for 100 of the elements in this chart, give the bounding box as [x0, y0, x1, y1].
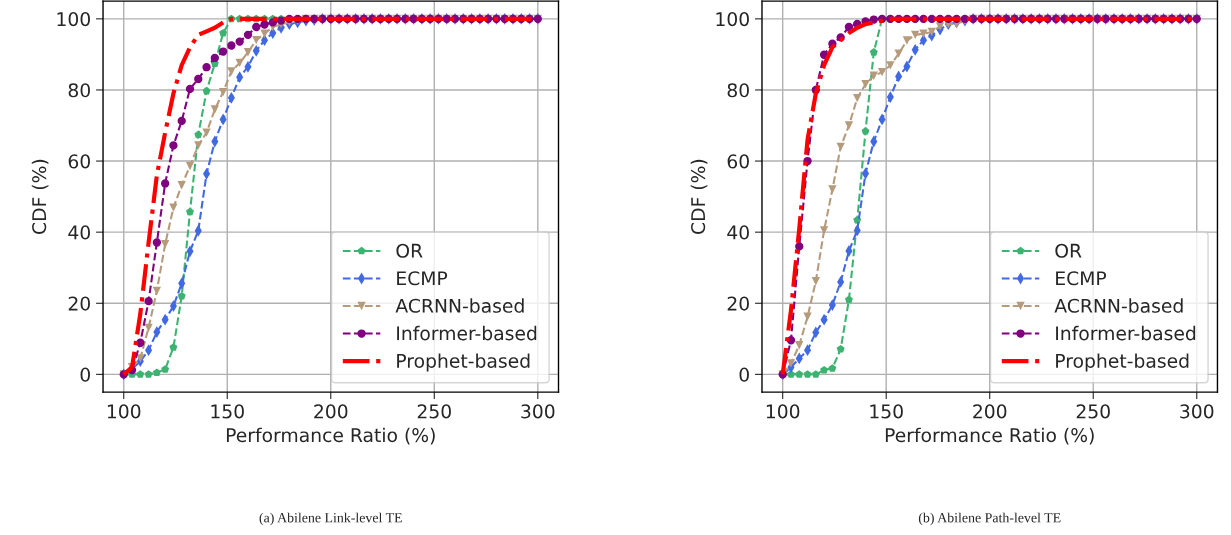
point — [210, 105, 219, 114]
point — [828, 185, 837, 194]
point — [210, 53, 219, 63]
point — [218, 87, 228, 97]
point — [144, 296, 153, 306]
x-tick-label: 200 — [314, 404, 348, 419]
point — [820, 365, 829, 374]
point — [853, 93, 862, 103]
point — [136, 370, 145, 378]
legend-label: ECMP — [397, 271, 448, 286]
x-tick-label: 150 — [870, 404, 903, 419]
point — [194, 141, 203, 150]
point — [911, 30, 920, 40]
point — [252, 36, 261, 45]
point — [894, 49, 903, 58]
point — [185, 161, 195, 171]
point — [202, 86, 211, 95]
point — [136, 354, 145, 363]
y-tick-label: 0 — [739, 367, 749, 382]
point — [152, 286, 162, 295]
point — [260, 29, 269, 38]
x-tick-label: 100 — [107, 404, 141, 419]
x-tick-label: 100 — [766, 404, 800, 419]
point — [795, 370, 804, 378]
point — [836, 142, 845, 151]
point — [811, 277, 820, 286]
point — [243, 30, 253, 40]
y-tick-label: 60 — [727, 154, 749, 169]
legend-label: ECMP — [1056, 271, 1107, 286]
legend-label: OR — [396, 243, 423, 258]
point — [161, 365, 170, 373]
point — [869, 48, 878, 56]
point — [795, 341, 804, 350]
point — [828, 364, 837, 372]
point — [819, 226, 829, 235]
point — [877, 68, 887, 77]
x-axis-title: Performance Ratio (%) — [885, 427, 1094, 445]
point — [177, 181, 186, 190]
y-tick-label: 80 — [727, 83, 749, 98]
point — [861, 127, 870, 135]
y-tick-label: 100 — [57, 12, 90, 27]
point — [169, 203, 178, 212]
point — [243, 48, 253, 57]
point — [194, 130, 203, 139]
x-tick-label: 250 — [417, 404, 451, 419]
x-tick-label: 300 — [521, 404, 555, 419]
point — [152, 368, 161, 376]
point — [227, 67, 236, 76]
legend-label: ACRNN-based — [1054, 298, 1183, 313]
point — [202, 63, 211, 72]
x-tick-label: 200 — [973, 404, 1007, 419]
point — [202, 128, 211, 137]
point — [844, 295, 853, 304]
point — [160, 179, 170, 188]
legend-label: Informer-based — [1056, 325, 1196, 341]
point — [786, 359, 796, 368]
point — [194, 74, 203, 84]
point — [869, 15, 878, 24]
y-tick-label: 60 — [68, 154, 90, 169]
y-axis-title: CDF (%) — [690, 159, 708, 234]
point — [919, 29, 928, 38]
y-tick-label: 40 — [68, 225, 90, 240]
legend-label: OR — [1055, 243, 1082, 258]
text: (b) Abilene Path-level TE — [918, 512, 1061, 526]
legend-label: Prophet-based — [397, 353, 530, 372]
y-tick-label: 80 — [68, 83, 90, 98]
point — [169, 343, 178, 351]
point — [144, 370, 153, 378]
point — [219, 28, 228, 37]
point — [144, 323, 153, 332]
legend-label: ACRNN-based — [395, 298, 524, 313]
y-tick-label: 20 — [727, 296, 749, 311]
point — [160, 240, 170, 249]
y-axis-title: CDF (%) — [31, 159, 49, 234]
point — [177, 116, 186, 126]
x-tick-label: 300 — [1180, 404, 1214, 419]
point — [902, 36, 912, 45]
point — [177, 291, 186, 300]
point — [227, 41, 236, 50]
point — [235, 58, 244, 68]
x-tick-label: 250 — [1076, 404, 1110, 419]
point — [803, 370, 812, 378]
point — [186, 207, 194, 216]
point — [927, 27, 936, 37]
y-tick-label: 40 — [727, 225, 749, 240]
y-tick-label: 100 — [716, 12, 749, 27]
legend-label: Informer-based — [397, 325, 537, 341]
point — [235, 37, 244, 46]
point — [185, 84, 195, 94]
point — [218, 47, 228, 56]
point — [886, 61, 895, 70]
x-tick-label: 150 — [211, 404, 244, 419]
point — [152, 238, 162, 247]
point — [252, 22, 261, 32]
text: (a) Abilene Link-level TE — [259, 512, 402, 526]
point — [169, 141, 178, 150]
point — [811, 370, 820, 378]
y-tick-label: 0 — [80, 367, 90, 382]
point — [861, 80, 870, 89]
y-tick-label: 20 — [68, 296, 90, 311]
